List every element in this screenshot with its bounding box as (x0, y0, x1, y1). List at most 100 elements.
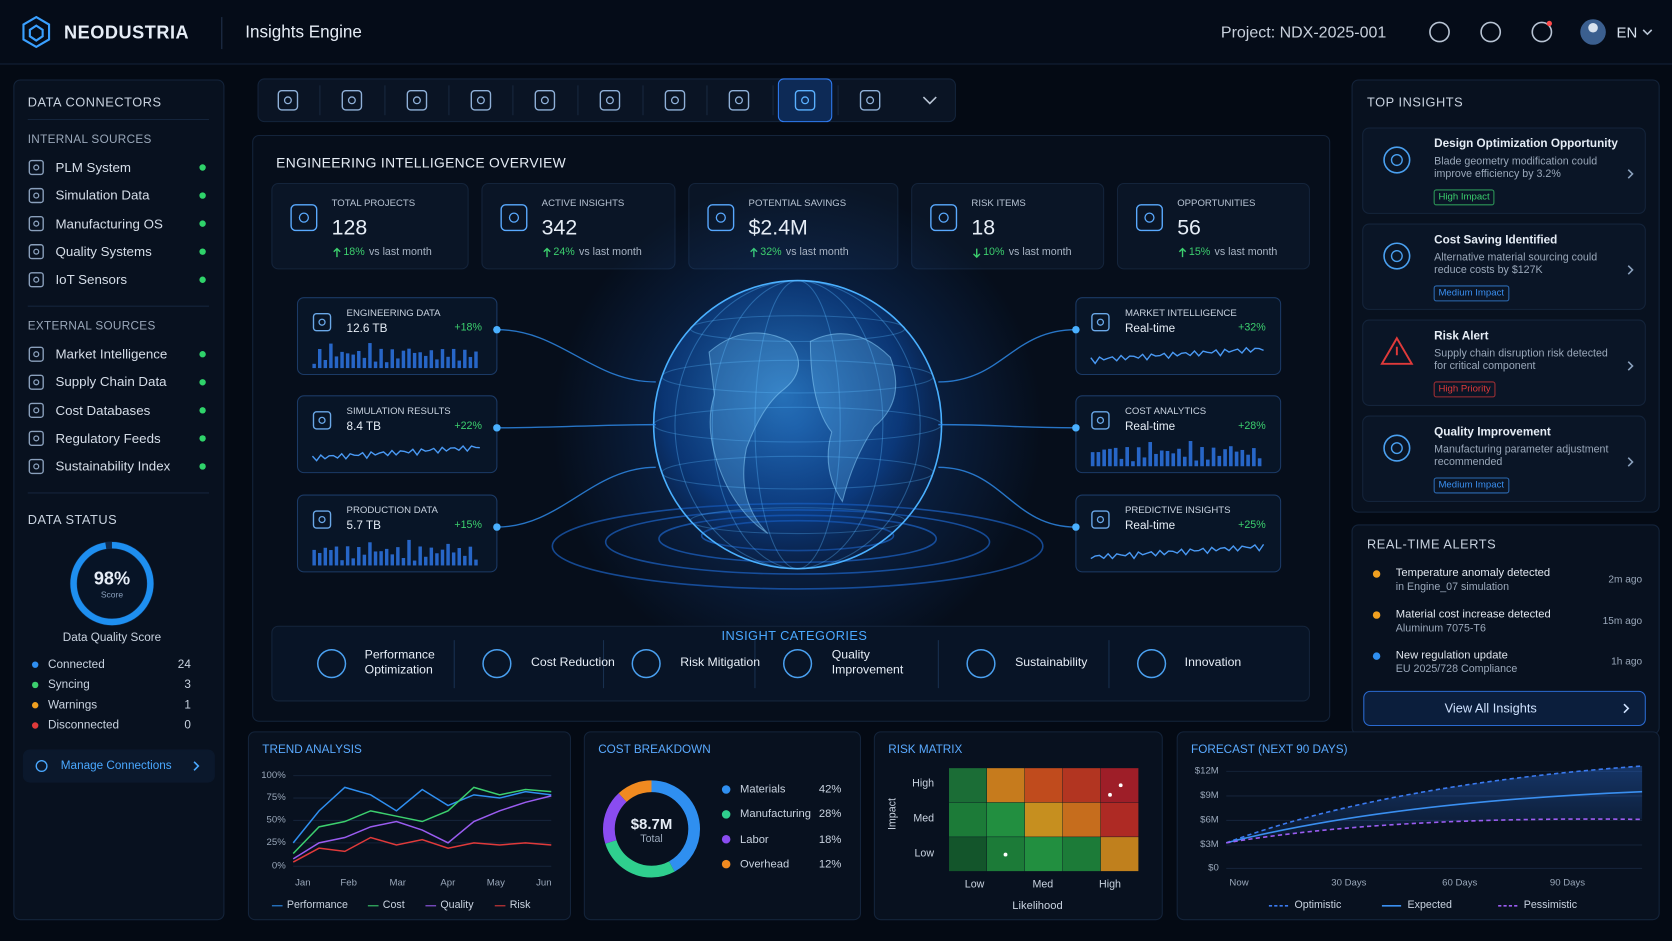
sparkbar (1257, 458, 1262, 467)
toolbar-hit[interactable] (778, 81, 831, 119)
risk-cell (986, 768, 1025, 803)
header-bar (0, 0, 1672, 65)
insight-card[interactable] (1362, 319, 1646, 406)
trend-title: TREND ANALYSIS (262, 743, 362, 757)
kpi-icon (1135, 204, 1163, 232)
category-label: Performance Optimization (364, 648, 435, 677)
risk-row-label: Med (913, 812, 935, 825)
source-icon (28, 159, 44, 176)
data-panel-title: ENGINEERING DATA (346, 307, 441, 318)
toolbar-hit[interactable] (843, 81, 896, 119)
alert-text: Temperature anomaly detected (1395, 566, 1551, 580)
sparkbar (1148, 442, 1153, 467)
source-icon-dot (33, 351, 40, 358)
sparkbar (429, 547, 434, 566)
kpi-label: ACTIVE INSIGHTS (541, 197, 625, 209)
source-icon-dot (33, 164, 40, 171)
alerts-title: REAL-TIME ALERTS (1366, 536, 1497, 552)
header-icon[interactable] (1429, 21, 1450, 43)
data-panel-icon-dot (318, 515, 326, 524)
cost-label: Labor (740, 832, 769, 846)
source-icon-dot (33, 220, 40, 227)
manage-button[interactable] (22, 749, 215, 783)
sparkbar (368, 343, 372, 369)
forecast-line (1226, 818, 1643, 844)
toolbar-hit[interactable] (454, 81, 507, 119)
status-label: Warnings (47, 698, 98, 712)
insight-card[interactable] (1362, 415, 1646, 502)
data-panel-icon (1091, 312, 1110, 332)
score-ring (70, 541, 154, 626)
data-panel-icon (312, 510, 332, 529)
status-dot (199, 379, 206, 386)
cost-label: Materials (740, 783, 786, 796)
toolbar-hit[interactable] (390, 81, 443, 119)
connector-node (493, 523, 501, 531)
kpi-change: 10% (983, 246, 1005, 259)
toolbar-button (794, 89, 816, 111)
toolbar-hit[interactable] (325, 81, 378, 119)
risk-title: RISK MATRIX (888, 743, 963, 757)
cost-total: $8.7M (630, 815, 673, 833)
source-icon (28, 402, 44, 418)
legend-label: Cost (382, 899, 405, 912)
sparkbar (1240, 449, 1245, 467)
insight-card[interactable] (1362, 127, 1646, 214)
toolbar-button (664, 89, 686, 111)
sparkbar (407, 539, 411, 566)
cost-total-label: Total (640, 833, 663, 845)
risk-cell (949, 768, 987, 803)
sparkbar (440, 549, 445, 566)
x-tick-label: Jun (536, 876, 552, 888)
sparkbar (412, 560, 417, 566)
connector-node (1072, 424, 1080, 432)
toolbar-hit[interactable] (648, 81, 701, 119)
sparkbar (379, 348, 383, 369)
sparkbar (1194, 460, 1199, 467)
y-tick-label: 100% (261, 769, 286, 780)
insight-badge: Medium Impact (1438, 479, 1505, 490)
notification-dot (1546, 20, 1552, 27)
sparkbar (1102, 449, 1106, 467)
chevron (1627, 361, 1634, 371)
alert-text: Material cost increase detected (1395, 607, 1551, 621)
kpi-icon-dot (1144, 212, 1155, 223)
risk-cell (1024, 837, 1063, 872)
status-legend-dot (31, 722, 39, 729)
toolbar-hit[interactable] (518, 81, 571, 119)
x-tick-label: Mar (389, 876, 406, 888)
sparkbar (340, 560, 344, 566)
status-dot (199, 220, 206, 227)
toolbar-more[interactable] (922, 96, 937, 105)
header-icon[interactable] (1531, 21, 1553, 43)
trend-line (292, 786, 552, 844)
view-all-button[interactable] (1363, 690, 1646, 727)
cost-panel (583, 731, 862, 921)
insight-title: Cost Saving Identified (1434, 233, 1558, 247)
risk-row-label: Low (914, 848, 935, 860)
kpi-note: vs last month (785, 246, 849, 259)
connector-node (493, 424, 501, 432)
source-icon (28, 346, 44, 362)
toolbar-active (777, 78, 833, 123)
sparkbar (345, 353, 350, 369)
data-panel (1075, 494, 1282, 573)
insight-badge: Medium Impact (1438, 286, 1505, 298)
x-tick-label: 90 Days (1549, 876, 1586, 888)
header-icon[interactable] (1480, 21, 1502, 43)
manage-label: Manage Connections (60, 759, 172, 773)
badge-frame (1433, 381, 1496, 398)
sparkbar (463, 349, 467, 369)
insight-card[interactable] (1362, 223, 1646, 310)
cost-share: 42% (818, 783, 842, 796)
data-panel-title: MARKET INTELLIGENCE (1124, 307, 1237, 318)
sparkbar (329, 550, 333, 566)
sparkbar (424, 355, 428, 369)
toolbar-hit[interactable] (261, 81, 314, 119)
category-label: Sustainability (1015, 656, 1088, 670)
insight-text: Blade geometry modification could improv… (1434, 155, 1598, 181)
toolbar-hit[interactable] (583, 81, 636, 119)
category-icon (782, 648, 813, 679)
toolbar-hit[interactable] (712, 81, 765, 119)
